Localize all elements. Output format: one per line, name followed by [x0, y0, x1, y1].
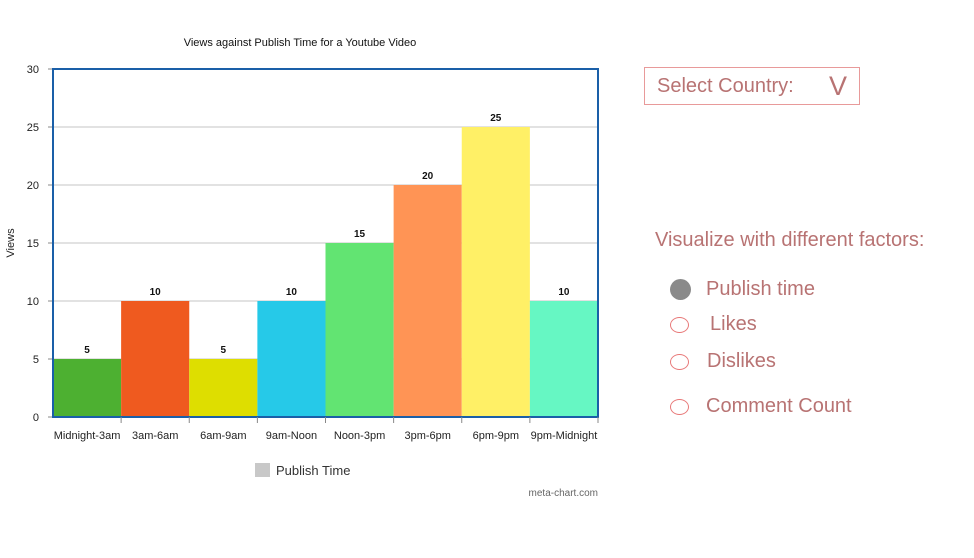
- data-label: 15: [354, 229, 366, 240]
- y-tick-label: 15: [27, 238, 39, 250]
- bar[interactable]: [325, 243, 394, 417]
- chart-title: Views against Publish Time for a Youtube…: [184, 37, 417, 49]
- credit-text[interactable]: meta-chart.com: [529, 488, 598, 499]
- x-tick-label: 6pm-9pm: [473, 430, 519, 442]
- bar[interactable]: [53, 359, 122, 417]
- factor-option-likes[interactable]: Likes: [670, 313, 757, 336]
- bar[interactable]: [189, 359, 258, 417]
- legend-swatch: [255, 463, 270, 477]
- x-tick-label: Midnight-3am: [54, 430, 121, 442]
- y-tick-label: 30: [27, 64, 39, 76]
- y-axis-label: Views: [5, 228, 17, 258]
- y-tick-label: 20: [27, 180, 39, 192]
- data-label: 5: [221, 345, 227, 356]
- country-select[interactable]: Select Country: V: [644, 67, 860, 105]
- bar[interactable]: [461, 127, 530, 417]
- data-label: 10: [558, 287, 570, 298]
- y-tick-labels: 0 5 10 15 20 25 30: [27, 64, 39, 424]
- factor-option-comment-count[interactable]: Comment Count: [670, 395, 852, 418]
- data-label: 20: [422, 171, 434, 182]
- bars: [53, 127, 598, 417]
- x-tick-label: 6am-9am: [200, 430, 246, 442]
- bar[interactable]: [529, 301, 598, 417]
- data-label: 10: [286, 287, 298, 298]
- bar[interactable]: [257, 301, 326, 417]
- bar[interactable]: [393, 185, 462, 417]
- data-label: 25: [490, 113, 502, 124]
- factor-option-dislikes[interactable]: Dislikes: [670, 350, 776, 373]
- x-tick-label: 3am-6am: [132, 430, 178, 442]
- y-tick-label: 5: [33, 354, 39, 366]
- x-tick-label: 3pm-6pm: [404, 430, 450, 442]
- y-tick-label: 25: [27, 122, 39, 134]
- y-tick-label: 0: [33, 412, 39, 424]
- country-select-label: Select Country:: [657, 74, 794, 97]
- x-tick-labels: Midnight-3am 3am-6am 6am-9am 9am-Noon Noon-3…: [54, 417, 599, 442]
- factor-label-publish-time: Publish time: [706, 278, 815, 300]
- data-label: 5: [84, 345, 90, 356]
- factor-label-likes: Likes: [710, 313, 757, 335]
- legend-label[interactable]: Publish Time: [276, 463, 350, 478]
- radio-comment-count[interactable]: [670, 398, 689, 415]
- bar[interactable]: [121, 301, 190, 417]
- factor-label-dislikes: Dislikes: [707, 350, 776, 372]
- radio-likes[interactable]: [670, 316, 689, 333]
- x-tick-label: Noon-3pm: [334, 430, 385, 442]
- data-label: 10: [150, 287, 162, 298]
- factor-option-publish-time[interactable]: Publish time: [670, 278, 815, 301]
- factors-title: Visualize with different factors:: [655, 229, 925, 251]
- factor-label-comment-count: Comment Count: [706, 395, 852, 417]
- y-tick-label: 10: [27, 296, 39, 308]
- x-tick-label: 9pm-Midnight: [531, 430, 598, 442]
- radio-publish-time[interactable]: [670, 279, 691, 300]
- x-tick-label: 9am-Noon: [266, 430, 317, 442]
- radio-dislikes[interactable]: [670, 353, 689, 370]
- chevron-down-icon[interactable]: V: [828, 70, 847, 101]
- data-labels: 5 10 5 10 15 20 25 10: [84, 113, 570, 356]
